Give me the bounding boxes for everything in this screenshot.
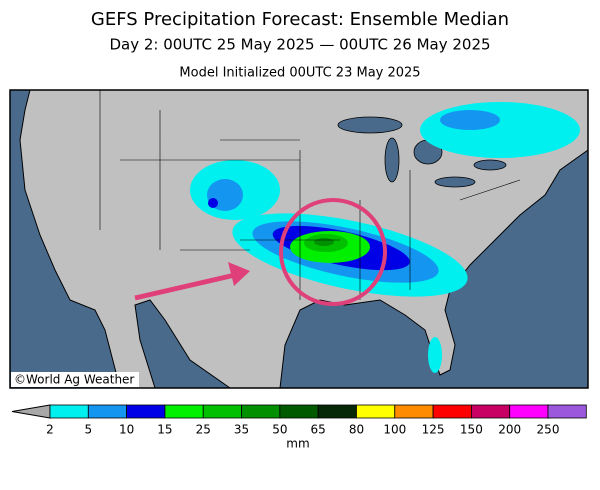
arrow-head (228, 262, 250, 286)
legend-under (11, 404, 51, 419)
arrow (134, 272, 236, 301)
legend-tick-label: 200 (498, 423, 521, 437)
watermark: ©World Ag Weather (14, 373, 134, 387)
legend-swatch (126, 404, 166, 419)
legend-tick-label: 80 (349, 423, 364, 437)
legend-tick-label: 125 (422, 423, 445, 437)
precipitation (190, 102, 580, 373)
legend-swatch (394, 404, 434, 419)
legend-swatch (509, 404, 549, 419)
legend-swatch (49, 404, 89, 419)
map: ©World Ag Weather (9, 89, 589, 389)
legend-swatch (164, 404, 204, 419)
legend-tick-label: 150 (460, 423, 483, 437)
legend-swatch (241, 404, 281, 419)
legend-swatch (547, 404, 587, 419)
legend-swatch (317, 404, 357, 419)
legend-tick-label: 10 (119, 423, 134, 437)
legend-tick-label: 35 (234, 423, 249, 437)
legend-tick-label: 100 (383, 423, 406, 437)
watermark-bg (11, 372, 139, 387)
init-time: Model Initialized 00UTC 23 May 2025 (179, 66, 420, 81)
legend-swatch (470, 404, 511, 419)
legend-tick-label: 15 (157, 423, 172, 437)
subtitle: Day 2: 00UTC 25 May 2025 — 00UTC 26 May … (109, 36, 490, 54)
state-borders (99, 90, 521, 300)
highlight-circle (279, 198, 387, 306)
legend-tick-label: 50 (272, 423, 287, 437)
legend-unit: mm (286, 437, 309, 451)
title: GEFS Precipitation Forecast: Ensemble Me… (91, 9, 509, 30)
legend-swatch (202, 404, 242, 419)
legend-tick-label: 65 (311, 423, 326, 437)
legend-swatch (87, 404, 128, 419)
legend-tick-label: 25 (196, 423, 211, 437)
legend-tick-label: 250 (537, 423, 560, 437)
legend-swatch (432, 404, 472, 419)
legend-swatch (356, 404, 396, 419)
legend-tick-label: 2 (46, 423, 54, 437)
legend-swatch (279, 404, 319, 419)
legend-tick-label: 5 (84, 423, 92, 437)
